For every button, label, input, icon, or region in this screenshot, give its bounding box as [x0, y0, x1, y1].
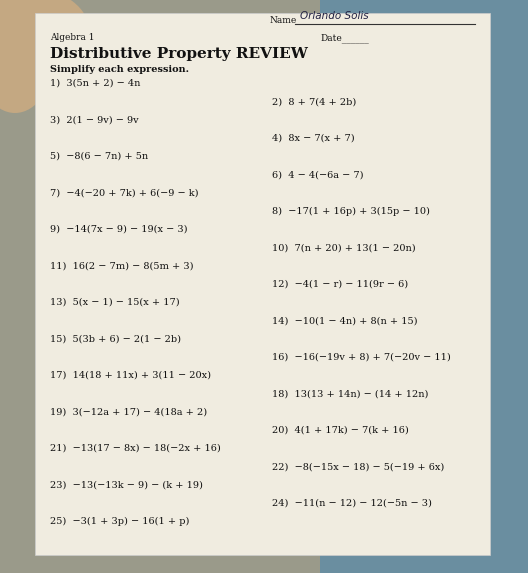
Text: 17)  14(18 + 11x) + 3(11 − 20x): 17) 14(18 + 11x) + 3(11 − 20x): [50, 371, 211, 380]
Text: 20)  4(1 + 17k) − 7(k + 16): 20) 4(1 + 17k) − 7(k + 16): [272, 426, 409, 435]
Text: 8)  −17(1 + 16p) + 3(15p − 10): 8) −17(1 + 16p) + 3(15p − 10): [272, 207, 430, 216]
Text: 6)  4 − 4(−6a − 7): 6) 4 − 4(−6a − 7): [272, 170, 363, 179]
Text: 24)  −11(n − 12) − 12(−5n − 3): 24) −11(n − 12) − 12(−5n − 3): [272, 499, 432, 508]
Polygon shape: [320, 0, 528, 573]
Text: 7)  −4(−20 + 7k) + 6(−9 − k): 7) −4(−20 + 7k) + 6(−9 − k): [50, 189, 199, 198]
Text: 21)  −13(17 − 8x) − 18(−2x + 16): 21) −13(17 − 8x) − 18(−2x + 16): [50, 444, 221, 453]
Text: Name: Name: [270, 16, 297, 25]
Text: Simplify each expression.: Simplify each expression.: [50, 65, 189, 74]
Text: 1)  3(5n + 2) − 4n: 1) 3(5n + 2) − 4n: [50, 79, 140, 88]
Text: 10)  7(n + 20) + 13(1 − 20n): 10) 7(n + 20) + 13(1 − 20n): [272, 244, 416, 252]
Text: 16)  −16(−19v + 8) + 7(−20v − 11): 16) −16(−19v + 8) + 7(−20v − 11): [272, 353, 451, 362]
Text: 4)  8x − 7(x + 7): 4) 8x − 7(x + 7): [272, 134, 355, 143]
Text: Distributive Property REVIEW: Distributive Property REVIEW: [50, 47, 308, 61]
Text: 15)  5(3b + 6) − 2(1 − 2b): 15) 5(3b + 6) − 2(1 − 2b): [50, 335, 181, 343]
Text: 5)  −8(6 − 7n) + 5n: 5) −8(6 − 7n) + 5n: [50, 152, 148, 161]
Text: 23)  −13(−13k − 9) − (k + 19): 23) −13(−13k − 9) − (k + 19): [50, 481, 203, 489]
Text: Algebra 1: Algebra 1: [50, 33, 95, 42]
Text: 2)  8 + 7(4 + 2b): 2) 8 + 7(4 + 2b): [272, 97, 356, 106]
Text: 3)  2(1 − 9v) − 9v: 3) 2(1 − 9v) − 9v: [50, 116, 139, 124]
Text: 11)  16(2 − 7m) − 8(5m + 3): 11) 16(2 − 7m) − 8(5m + 3): [50, 261, 193, 270]
Ellipse shape: [0, 0, 55, 113]
Text: 25)  −3(1 + 3p) − 16(1 + p): 25) −3(1 + 3p) − 16(1 + p): [50, 517, 190, 526]
Text: Orlando Solis: Orlando Solis: [300, 11, 369, 21]
Text: Date______: Date______: [320, 33, 369, 42]
FancyBboxPatch shape: [35, 13, 490, 555]
Text: 13)  5(x − 1) − 15(x + 17): 13) 5(x − 1) − 15(x + 17): [50, 298, 180, 307]
Text: 12)  −4(1 − r) − 11(9r − 6): 12) −4(1 − r) − 11(9r − 6): [272, 280, 408, 289]
Text: 18)  13(13 + 14n) − (14 + 12n): 18) 13(13 + 14n) − (14 + 12n): [272, 389, 428, 398]
Text: 22)  −8(−15x − 18) − 5(−19 + 6x): 22) −8(−15x − 18) − 5(−19 + 6x): [272, 462, 444, 471]
Ellipse shape: [0, 0, 90, 78]
Text: 14)  −10(1 − 4n) + 8(n + 15): 14) −10(1 − 4n) + 8(n + 15): [272, 316, 418, 325]
Text: 9)  −14(7x − 9) − 19(x − 3): 9) −14(7x − 9) − 19(x − 3): [50, 225, 187, 234]
Text: 19)  3(−12a + 17) − 4(18a + 2): 19) 3(−12a + 17) − 4(18a + 2): [50, 407, 207, 417]
